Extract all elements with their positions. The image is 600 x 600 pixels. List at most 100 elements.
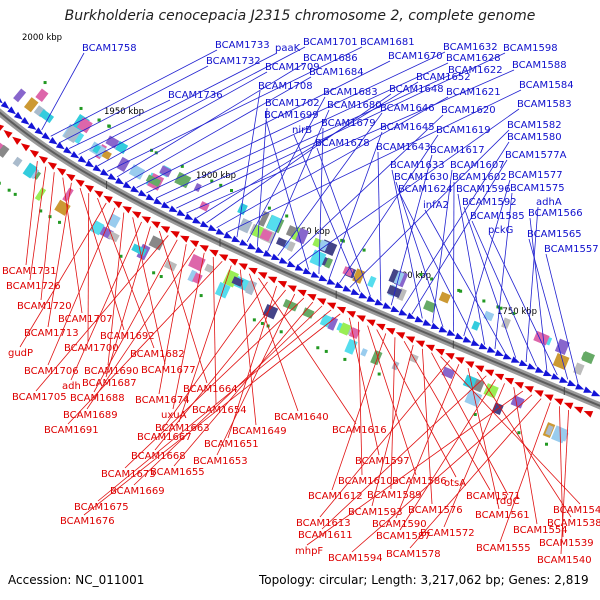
reverse-gene-label: BCAM1613 <box>296 518 351 529</box>
reverse-gene-arrow <box>66 173 76 182</box>
gc-marker <box>159 275 163 279</box>
reverse-gene-arrow <box>583 411 594 418</box>
reverse-gene-arrow <box>415 340 425 348</box>
reverse-gene-label: BCAM1612 <box>308 491 363 502</box>
reverse-gene-leader <box>421 348 433 505</box>
cog-feature-block <box>391 361 400 371</box>
gc-marker <box>316 346 320 350</box>
gc-marker <box>267 206 271 210</box>
forward-gene-leader <box>196 81 419 219</box>
forward-gene-arrow <box>510 356 520 363</box>
reverse-gene-arrow <box>180 235 190 243</box>
cog-feature-block <box>34 187 47 202</box>
cog-feature-block <box>62 187 74 202</box>
forward-gene-arrow <box>414 315 424 323</box>
reverse-gene-label: BCAM1690 <box>84 366 139 377</box>
forward-gene-label: paaK <box>275 43 301 54</box>
cog-feature-block <box>187 269 198 283</box>
forward-gene-label: BCAM1619 <box>436 125 491 136</box>
reverse-gene-arrow <box>29 149 39 158</box>
forward-gene-label: BCAM1632 <box>443 42 498 53</box>
reverse-gene-arrow <box>160 226 171 234</box>
forward-gene-arrow <box>591 389 600 397</box>
forward-gene-leader <box>399 193 475 341</box>
reverse-gene-leader <box>133 305 323 486</box>
kbp-tick-label: 1800 kbp <box>391 271 431 281</box>
forward-gene-label: BCAM1575 <box>510 183 565 194</box>
gc-marker <box>343 357 347 361</box>
forward-gene-label: BCAM1602 <box>452 172 507 183</box>
reverse-gene-label: BCAM1651 <box>204 439 259 450</box>
kbp-tick-label: 1900 kbp <box>196 171 236 181</box>
forward-gene-arrow <box>470 339 480 346</box>
reverse-gene-arrow <box>112 201 123 209</box>
forward-gene-arrow <box>583 386 593 393</box>
forward-gene-arrow <box>270 253 280 261</box>
cog-feature-block <box>462 374 477 390</box>
reverse-gene-arrow <box>573 406 584 414</box>
forward-gene-label: BCAM1584 <box>519 80 574 91</box>
cog-feature-block <box>545 424 554 436</box>
forward-gene-label: BCAM1617 <box>430 145 485 156</box>
forward-gene-label: BCAM1621 <box>446 87 501 98</box>
forward-gene-label: BCAM1583 <box>517 99 572 110</box>
reverse-gene-label: BCAM1655 <box>150 467 205 478</box>
forward-gene-label: BCAM1708 <box>258 81 313 92</box>
reverse-gene-arrow <box>534 390 544 397</box>
gc-marker <box>340 238 344 242</box>
reverse-gene-leader <box>348 317 380 456</box>
reverse-gene-arrow <box>405 336 416 344</box>
reverse-gene-label: BCAM1578 <box>386 549 441 560</box>
cog-feature-block <box>317 239 329 252</box>
forward-gene-arrow <box>14 111 23 120</box>
cog-feature-block <box>282 299 299 312</box>
reverse-gene-leader <box>476 371 572 518</box>
reverse-gene-label: BCAM1682 <box>130 349 185 360</box>
forward-gene-label: BCAM1684 <box>309 67 364 78</box>
forward-gene-label: BCAM1679 <box>321 118 376 129</box>
forward-gene-leader <box>463 179 511 337</box>
forward-gene-label: BCAM1598 <box>503 43 558 54</box>
forward-gene-arrow <box>502 353 512 360</box>
forward-gene-label: BCAM1758 <box>82 43 137 54</box>
reverse-gene-arrow <box>544 394 554 402</box>
forward-gene-arrow <box>122 181 132 189</box>
gc-marker <box>341 239 345 243</box>
forward-gene-leader <box>236 90 261 238</box>
forward-gene-leader <box>226 89 522 233</box>
cog-feature-block <box>441 366 456 379</box>
reverse-gene-arrow <box>151 221 161 229</box>
cog-feature-block <box>0 144 10 158</box>
forward-gene-leader <box>59 65 209 143</box>
reverse-gene-arrow <box>75 179 85 187</box>
reverse-gene-label: BCAM1571 <box>466 491 521 502</box>
cog-feature-block <box>251 224 264 239</box>
forward-gene-arrow <box>478 342 488 350</box>
reverse-gene-leader <box>212 257 217 405</box>
reverse-gene-leader <box>93 239 178 393</box>
reverse-gene-arrow <box>385 328 396 335</box>
forward-gene-arrow <box>7 106 16 115</box>
reverse-gene-leader <box>70 221 142 381</box>
forward-gene-arrow <box>247 242 257 250</box>
forward-gene-leader <box>401 141 510 310</box>
forward-gene-leader <box>206 93 392 224</box>
cog-feature-block <box>295 227 309 245</box>
forward-gene-arrow <box>462 336 472 343</box>
reverse-gene-leader <box>399 379 496 531</box>
reverse-gene-label: BCAM1593 <box>348 507 403 518</box>
forward-gene-arrow <box>223 231 233 239</box>
forward-gene-arrow <box>406 312 416 319</box>
cog-feature-block <box>324 257 334 269</box>
forward-gene-arrow <box>138 189 147 197</box>
forward-gene-arrow <box>551 373 561 380</box>
reverse-gene-leader <box>239 269 257 426</box>
forward-gene-label: BCAM1736 <box>168 90 223 101</box>
forward-gene-arrow <box>366 295 376 302</box>
forward-gene-leader <box>424 209 506 354</box>
reverse-gene-arrow <box>366 319 376 327</box>
cog-feature-block <box>327 316 339 331</box>
reverse-gene-leader <box>67 261 223 425</box>
reverse-gene-arrow <box>465 361 475 368</box>
forward-gene-arrow <box>130 185 140 193</box>
